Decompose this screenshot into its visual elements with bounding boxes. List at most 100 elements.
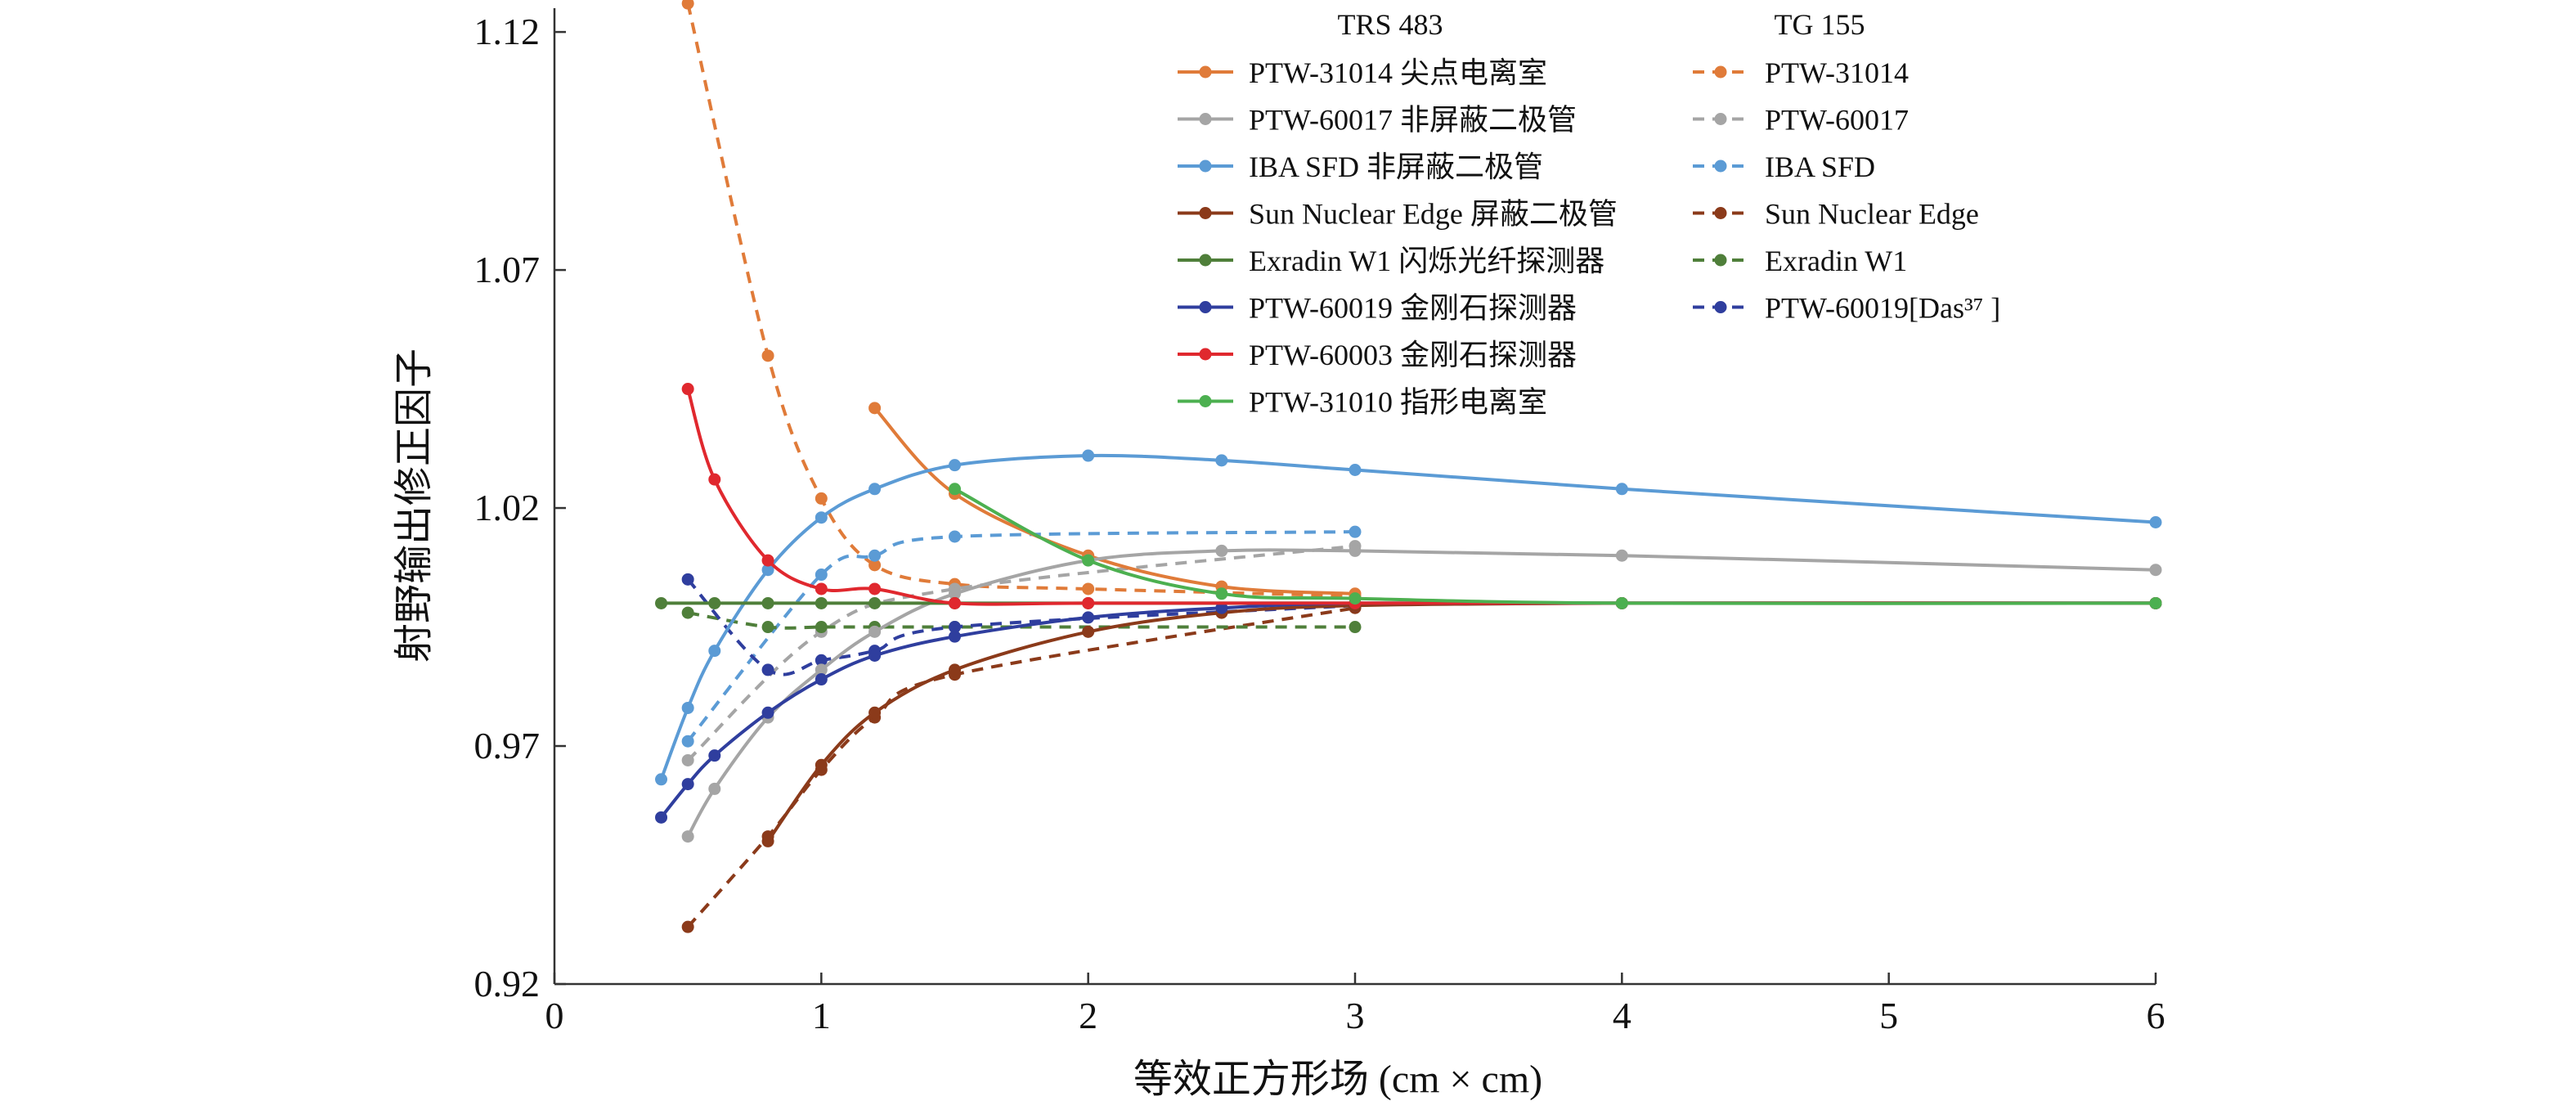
- legend-entry: PTW-60017 非屏蔽二极管: [1178, 104, 1577, 137]
- x-tick-label: 2: [1079, 995, 1097, 1036]
- legend-entry: IBA SFD 非屏蔽二极管: [1178, 151, 1543, 183]
- data-point: [949, 630, 961, 643]
- data-point: [815, 511, 828, 524]
- legend-entry: PTW-60019 金刚石探测器: [1178, 292, 1577, 325]
- y-axis-label: 射野输出修正因子: [393, 348, 436, 663]
- series-trs483-ptw-31010: [949, 483, 2162, 609]
- data-point: [761, 596, 774, 609]
- series-line: [686, 577, 1356, 676]
- series-line: [873, 407, 1356, 595]
- series-line: [686, 548, 2156, 838]
- series-line: [686, 2, 1356, 598]
- data-point: [1215, 454, 1228, 467]
- data-point: [868, 706, 882, 719]
- legend-swatch-marker: [1714, 254, 1727, 267]
- legend-label: Sun Nuclear Edge: [1765, 198, 1979, 231]
- data-point: [868, 649, 882, 662]
- data-point: [949, 663, 961, 676]
- data-point: [708, 749, 721, 762]
- data-point: [708, 645, 721, 658]
- y-tick-label: 1.12: [474, 11, 541, 52]
- legend-entry: PTW-31014 尖点电离室: [1178, 56, 1547, 89]
- data-point: [681, 920, 694, 933]
- x-axis-label: 等效正方形场 (cm × cm): [1133, 1058, 1542, 1101]
- series-line: [766, 601, 2156, 843]
- series-line: [954, 488, 2156, 605]
- data-point: [1349, 463, 1362, 476]
- data-point: [681, 573, 694, 586]
- legend-entry: Sun Nuclear Edge 屏蔽二极管: [1178, 198, 1618, 231]
- x-ticks: 0 1 2 3 4 5 6: [545, 973, 2165, 1036]
- legend-entry: IBA SFD: [1693, 151, 1875, 183]
- data-point: [761, 564, 774, 577]
- data-point: [815, 673, 828, 686]
- data-point: [868, 559, 882, 572]
- x-tick-label: 6: [2147, 995, 2165, 1036]
- data-point: [949, 483, 961, 496]
- series-line: [686, 530, 1356, 743]
- data-point: [815, 621, 828, 634]
- data-point: [815, 596, 828, 609]
- data-point: [681, 735, 694, 748]
- legend-swatch-marker: [1714, 160, 1727, 173]
- series-trs483-ptw-60019: [655, 596, 2162, 824]
- data-point: [1349, 544, 1362, 557]
- y-tick-label: 0.92: [474, 963, 541, 1004]
- legend: TRS 483 TG 155 PTW-31014 尖点电离室 PTW-60017 …: [1178, 8, 2000, 419]
- data-point: [1615, 549, 1628, 562]
- legend-entry: Exradin W1 闪烁光纤探测器: [1178, 245, 1604, 277]
- legend-header-trs483: TRS 483: [1337, 8, 1443, 41]
- data-point: [2149, 596, 2162, 609]
- legend-label: Exradin W1: [1765, 245, 1907, 277]
- x-tick-label: 0: [545, 995, 564, 1036]
- legend-swatch-marker: [1714, 207, 1727, 219]
- legend-entry: Exradin W1: [1693, 245, 1907, 277]
- legend-label: PTW-60003 金刚石探测器: [1249, 339, 1577, 371]
- data-point: [949, 587, 961, 600]
- legend-swatch-marker: [1199, 113, 1212, 125]
- data-point: [815, 758, 828, 771]
- data-point: [761, 621, 774, 634]
- legend-entry: Sun Nuclear Edge: [1693, 198, 1979, 231]
- data-point: [655, 811, 668, 824]
- legend-swatch-marker: [1714, 65, 1727, 79]
- data-point: [655, 773, 668, 786]
- data-point: [761, 349, 774, 362]
- y-tick-label: 0.97: [474, 725, 541, 766]
- legend-label: PTW-60019 金刚石探测器: [1249, 292, 1577, 325]
- data-point: [681, 830, 694, 843]
- data-point: [1082, 449, 1095, 462]
- data-point: [681, 778, 694, 791]
- data-point: [761, 706, 774, 719]
- data-point: [681, 606, 694, 619]
- data-point: [708, 782, 721, 795]
- legend-label: IBA SFD 非屏蔽二极管: [1249, 151, 1543, 183]
- legend-label: PTW-31014: [1765, 56, 1909, 89]
- data-point: [1615, 483, 1628, 496]
- data-point: [1349, 621, 1362, 634]
- legend-swatch-marker: [1199, 348, 1212, 361]
- series-line: [686, 606, 1356, 928]
- data-point: [1082, 611, 1095, 624]
- data-point: [1082, 596, 1095, 609]
- series-tg155-iba-sfd: [681, 525, 1362, 748]
- x-tick-label: 5: [1879, 995, 1898, 1036]
- legend-label: PTW-60017 非屏蔽二极管: [1249, 104, 1577, 137]
- data-point: [681, 383, 694, 396]
- data-point: [868, 582, 882, 595]
- data-point: [868, 483, 882, 496]
- data-point: [868, 549, 882, 562]
- data-point: [868, 402, 882, 415]
- legend-swatch-marker: [1714, 301, 1727, 313]
- data-point: [949, 530, 961, 543]
- x-tick-label: 4: [1613, 995, 1631, 1036]
- y-ticks: 0.92 0.97 1.02 1.07 1.12: [474, 11, 566, 1004]
- legend-entry: PTW-31014: [1693, 56, 1909, 89]
- data-point: [761, 663, 774, 676]
- legend-label: PTW-60017: [1765, 104, 1909, 137]
- series-line: [659, 601, 2156, 819]
- series-line: [686, 544, 1356, 762]
- data-point: [868, 625, 882, 638]
- series-line: [659, 453, 2156, 780]
